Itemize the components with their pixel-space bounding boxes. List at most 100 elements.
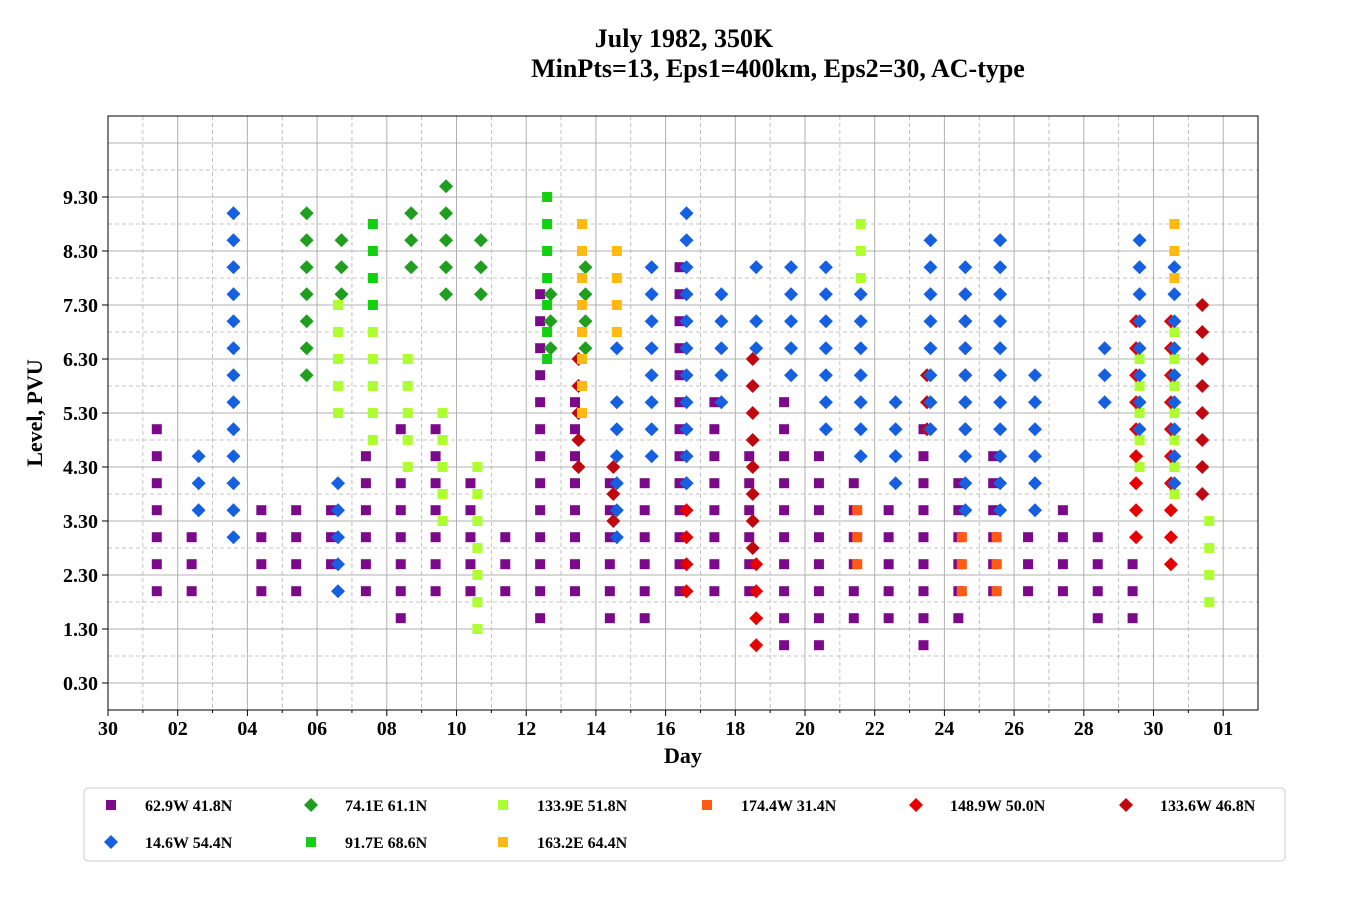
data-point [1163,530,1178,545]
data-point [402,435,413,445]
data-point [151,424,162,435]
data-point [543,314,558,329]
data-point [714,395,729,410]
data-point [1092,613,1103,624]
x-tick-label: 08 [377,718,397,740]
legend-marker [304,798,318,812]
data-point [993,422,1008,437]
data-point [993,260,1008,275]
legend-label: 133.6W 46.8N [1160,798,1256,815]
data-point [334,287,349,302]
data-point [402,381,413,391]
data-point [749,341,764,356]
data-point [784,287,799,302]
data-point [779,424,790,435]
data-point [191,503,206,518]
data-point [1167,422,1182,437]
data-point [437,408,448,418]
data-point [465,559,476,570]
data-point [883,532,894,543]
data-point [714,368,729,383]
legend-item: 133.6W 46.8N [1119,798,1256,815]
data-point [226,314,241,329]
data-point [576,327,587,337]
data-point [1134,408,1145,418]
data-point [535,397,546,408]
data-point [226,449,241,464]
data-point [226,287,241,302]
data-point [360,532,371,543]
data-point [1092,586,1103,597]
y-axis-ticks: 0.30 1.30 2.30 3.30 4.30 5.30 6.30 7.30 8.30 9.30 [63,187,108,695]
data-point [1169,219,1180,229]
data-point [535,289,546,300]
data-point [779,613,790,624]
data-point [1195,406,1210,420]
data-point [888,476,903,491]
data-point [709,451,720,462]
data-point [853,287,868,302]
legend-item: 174.4W 31.4N [702,798,837,815]
legend-item: 148.9W 50.0N [909,798,1046,815]
legend-label: 14.6W 54.4N [145,835,233,852]
data-point [714,341,729,356]
y-tick-label: 4.30 [63,457,98,479]
data-point [1169,381,1180,391]
data-point [918,532,929,543]
data-point [1134,435,1145,445]
data-point [1028,422,1043,437]
data-point [779,559,790,570]
legend-label: 163.2E 64.4N [537,835,628,852]
data-point [1129,503,1144,518]
data-point [745,514,760,528]
data-point [784,341,799,356]
data-point [679,287,694,302]
data-point [226,233,241,248]
data-point [535,451,546,462]
data-point [569,397,580,408]
data-point [745,487,760,501]
x-tick-label: 30 [98,718,118,740]
data-point [395,532,406,543]
data-point [437,462,448,472]
data-point [1195,325,1210,339]
data-point [779,505,790,516]
data-point [714,287,729,302]
legend-marker [104,835,118,849]
x-tick-label: 26 [1004,718,1024,740]
x-tick-label: 24 [934,718,954,740]
data-point [226,260,241,275]
data-point [333,408,344,418]
data-point [226,476,241,491]
data-point [402,462,413,472]
data-point [1023,586,1034,597]
data-point [784,260,799,275]
data-point [226,206,241,221]
data-point [813,451,824,462]
data-point [472,624,483,634]
data-point [749,557,764,572]
data-point [472,462,483,472]
data-point [609,395,624,410]
data-point [395,424,406,435]
data-point [918,559,929,570]
data-point [1169,435,1180,445]
data-point [1028,476,1043,491]
y-tick-label: 1.30 [63,619,98,641]
data-point [639,613,650,624]
legend-item: 62.9W 41.8N [106,798,233,815]
data-point [855,246,866,256]
legend-marker [702,800,712,810]
data-point [569,532,580,543]
data-point [1057,559,1068,570]
data-point [1134,462,1145,472]
legend-label: 74.1E 61.1N [345,798,428,815]
data-point [639,559,650,570]
x-axis-ticks: 30 02 04 06 08 10 12 14 16 18 20 22 24 26 28 30 01 [98,710,1233,740]
data-point [1163,503,1178,518]
data-point [1028,449,1043,464]
data-point [644,395,659,410]
data-point [472,597,483,607]
data-point [402,354,413,364]
data-point [883,559,894,570]
